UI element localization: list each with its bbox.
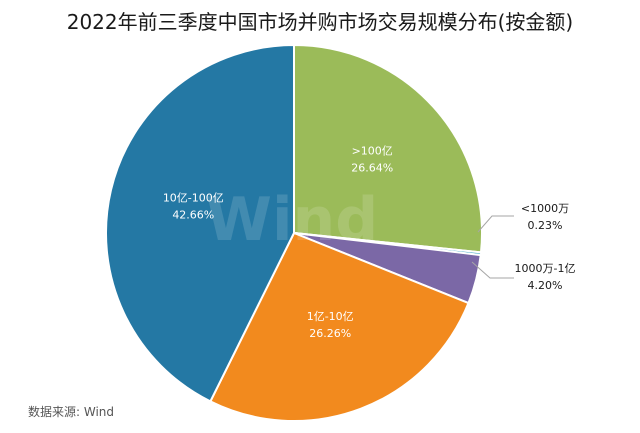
slice-label-3: 1亿-10亿 [307,310,354,323]
data-source-note: 数据来源: Wind [28,405,115,419]
slice-label-0: >100亿 [352,145,393,158]
pie-slice-3 [209,231,470,422]
callout-leader-1 [477,215,514,233]
watermark-text: Wind [206,185,378,255]
slice-label-4: 10亿-100亿 [163,191,224,204]
slice-labels: >100亿 26.64% <1000万 0.23% 1000万-1亿 4.20% 1亿-10… [163,145,576,340]
slice-value-label-1: 0.23% [528,219,563,232]
slice-value-label-2: 4.20% [528,279,563,292]
chart-title: 2022年前三季度中国市场并购市场交易规模分布(按金额) [66,10,574,34]
slice-value-label-3: 26.26% [309,327,351,340]
slice-value-label-0: 26.64% [351,162,393,175]
callout-leader-2 [471,261,514,279]
pie-slice-0 [293,43,483,254]
callout-leaders [471,215,514,279]
slice-value-label-4: 42.66% [172,208,214,221]
pie-slices [105,43,483,422]
slice-label-1: <1000万 [521,202,569,215]
slice-label-2: 1000万-1亿 [515,262,576,275]
pie-slice-4 [105,43,295,403]
